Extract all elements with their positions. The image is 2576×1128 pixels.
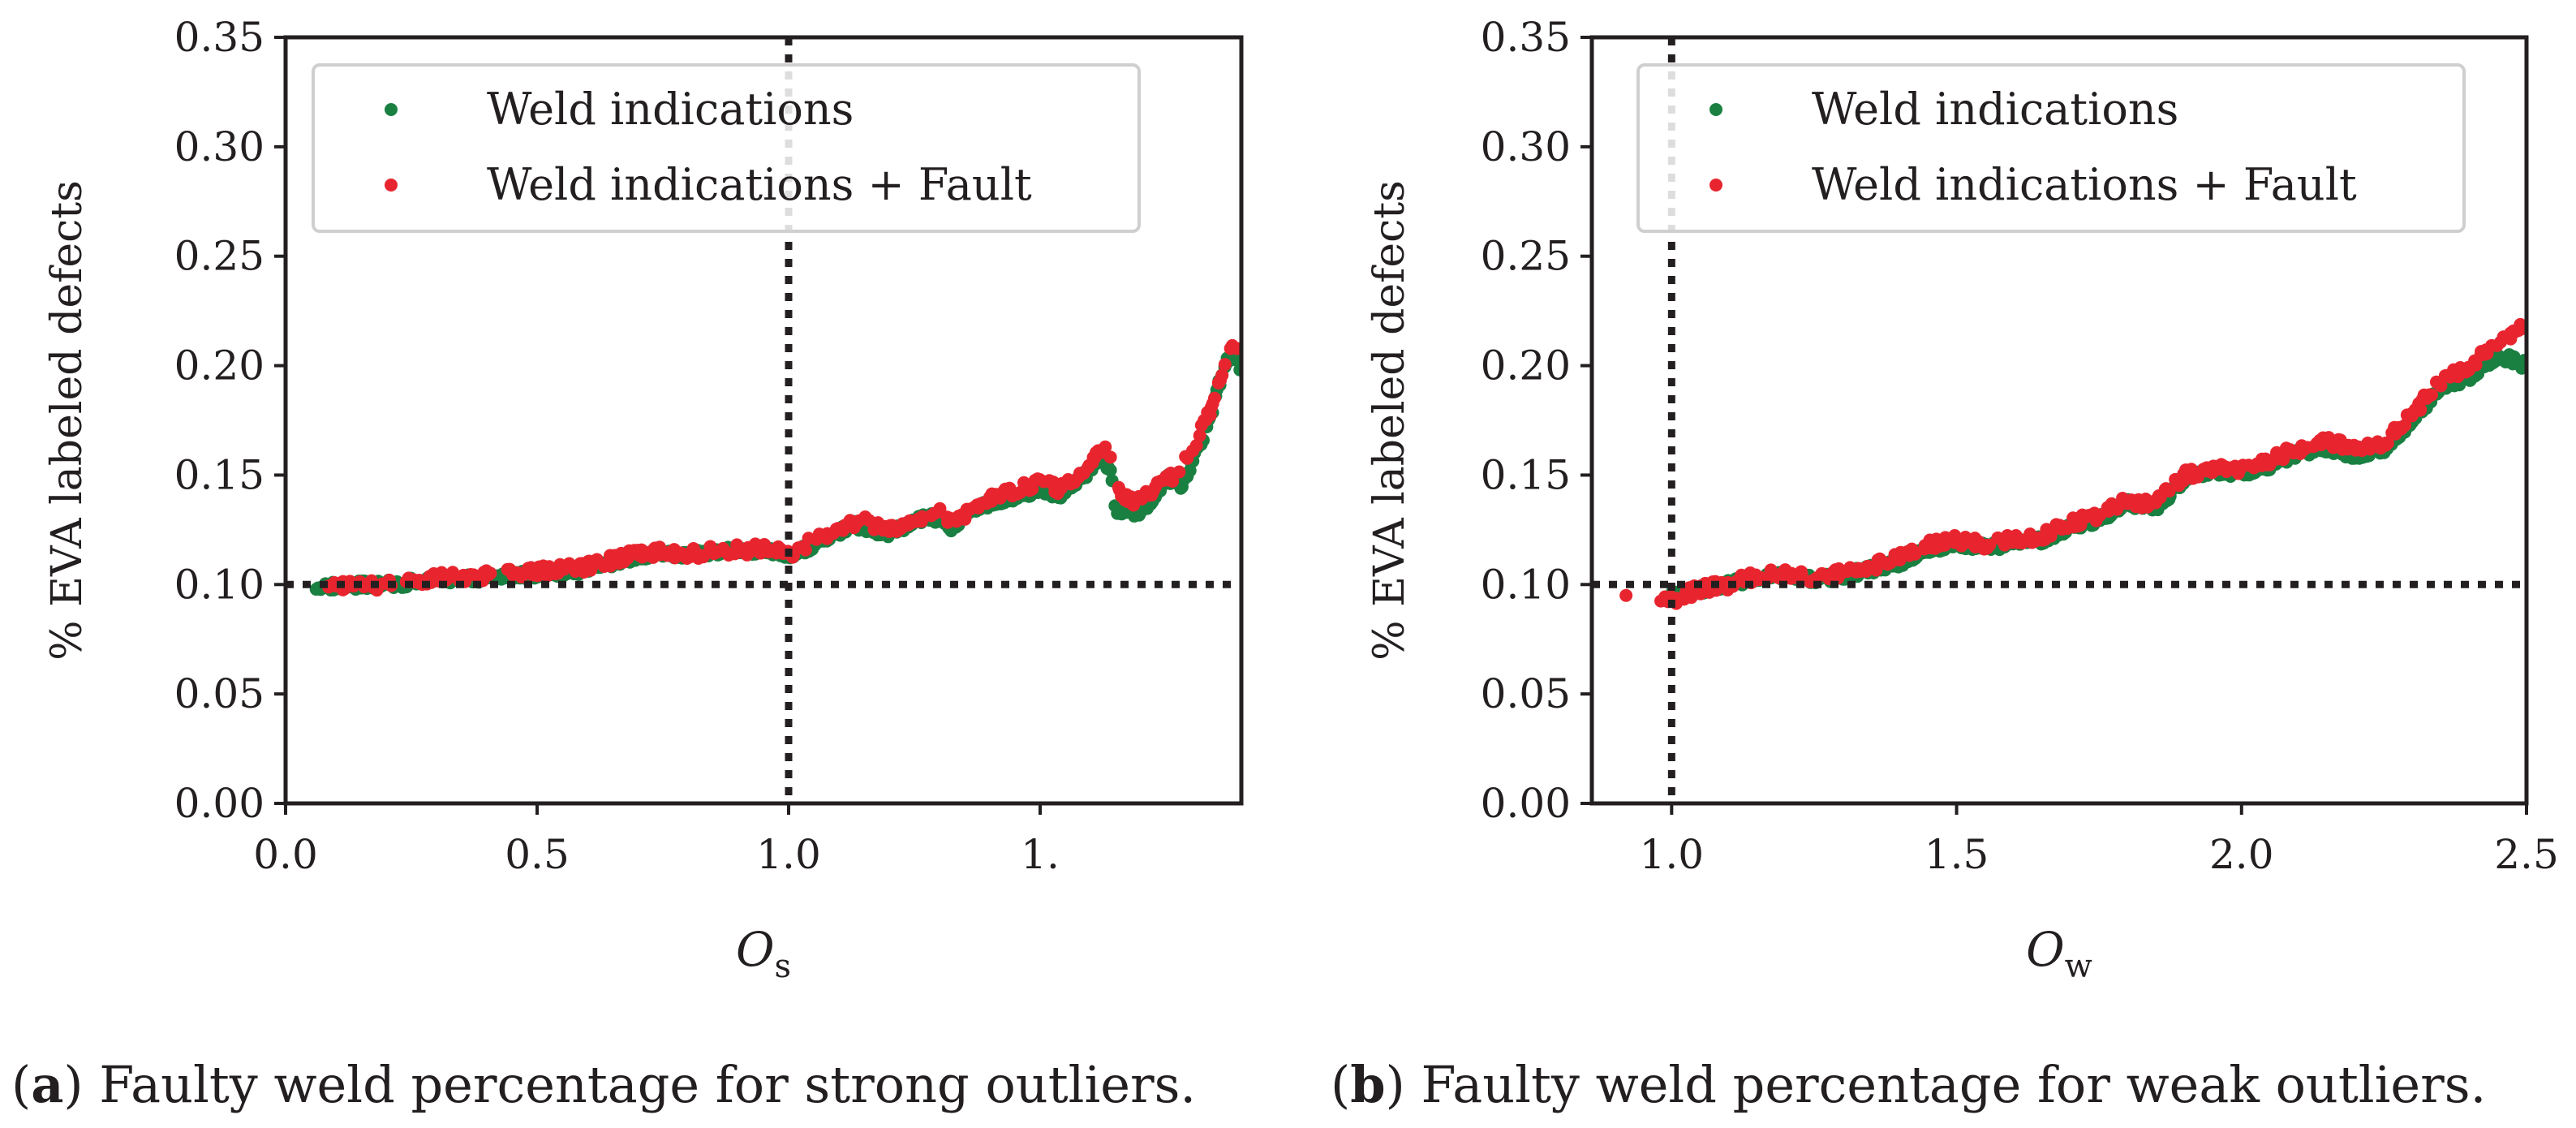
point-weld-indications	[1258, 420, 1271, 433]
x-tick-label: 2.5	[2494, 831, 2559, 878]
point-weld-indications	[1248, 367, 1261, 380]
point-weld-indications-fault	[2434, 379, 2448, 393]
point-weld-indications	[1251, 377, 1264, 390]
x-tick-label: 2.0	[2209, 831, 2274, 878]
legend-box	[312, 63, 1141, 233]
legend-marker-green	[385, 103, 398, 116]
y-tick-label: 0.10	[174, 561, 264, 608]
point-weld-indications-fault	[2380, 437, 2394, 450]
y-tick-label: 0.00	[1481, 780, 1571, 827]
series-weld-indications-fault	[321, 338, 1256, 597]
point-weld-indications-fault	[467, 568, 480, 582]
chart-panel-b: 0.00 0.05 0.10 0.15 0.20 0.25 0.30 0.35 1.0 1.5 2.…	[1331, 14, 2559, 1114]
point-weld-indications-fault	[1207, 391, 1221, 405]
point-weld-indications-fault	[1189, 439, 1203, 453]
y-tick-label: 0.35	[174, 14, 264, 61]
caption-label: b	[1350, 1055, 1385, 1114]
point-weld-indications	[1245, 361, 1258, 374]
point-weld-indications	[1103, 463, 1117, 477]
x-tick-label: 1.0	[756, 831, 821, 878]
point-weld-indications	[1256, 403, 1269, 416]
point-weld-indications	[1254, 394, 1267, 407]
y-tick-label: 0.05	[174, 670, 264, 717]
point-weld-indications	[1243, 355, 1256, 368]
legend-box	[1636, 63, 2466, 233]
point-weld-indications-fault	[1243, 359, 1256, 372]
y-tick-label: 0.25	[1481, 233, 1571, 280]
caption-open-paren: (	[1331, 1055, 1350, 1114]
figure-caption: (b) Faulty weld percentage for weak outl…	[1331, 1055, 2486, 1114]
point-weld-indications-fault	[2162, 484, 2176, 498]
point-weld-indications-fault	[2469, 358, 2483, 372]
caption-close-paren: )	[1386, 1055, 1421, 1114]
x-axis-label: Ow	[2026, 922, 2092, 985]
point-weld-indications-fault	[1172, 465, 1186, 479]
figure-caption: (a) Faulty weld percentage for strong ou…	[11, 1055, 1196, 1114]
x-axis-label-subscript: s	[775, 948, 792, 985]
point-weld-indications-fault	[1193, 428, 1206, 442]
x-axis-label-main: O	[736, 922, 775, 977]
x-tick-label: 0.0	[253, 831, 318, 878]
y-tick-label: 0.15	[1481, 451, 1571, 498]
point-weld-indications	[1243, 356, 1256, 369]
y-tick-label: 0.05	[1481, 670, 1571, 717]
y-tick-label: 0.20	[1481, 342, 1571, 390]
point-weld-indications-fault	[1218, 358, 1232, 372]
caption-open-paren: (	[11, 1055, 31, 1114]
x-axis-label-main: O	[2026, 922, 2065, 977]
series-weld-indications	[1666, 348, 2527, 607]
legend: Weld indications Weld indications + Fault	[312, 63, 1141, 233]
y-axis-label: % EVA labeled defects	[1365, 180, 1414, 661]
legend-label: Weld indications	[1812, 84, 2178, 135]
point-weld-indications-fault	[798, 543, 812, 557]
point-weld-indications	[1252, 381, 1265, 394]
y-tick-label: 0.10	[1481, 561, 1571, 608]
legend-marker-green	[1709, 103, 1722, 116]
data-layer	[309, 338, 1273, 597]
y-tick-label: 0.30	[174, 123, 264, 170]
point-weld-indications-fault	[2398, 419, 2412, 433]
point-weld-indications-fault	[484, 566, 497, 580]
legend-marker-red	[385, 179, 398, 192]
point-weld-indications-fault	[1237, 341, 1241, 354]
caption-text: Faulty weld percentage for strong outlie…	[99, 1055, 1196, 1114]
x-tick-label: 0.5	[505, 831, 570, 878]
y-tick-label: 0.25	[174, 233, 264, 280]
x-axis-label: Os	[736, 922, 791, 985]
point-weld-indications-fault	[1619, 588, 1633, 602]
point-weld-indications	[1249, 369, 1262, 382]
caption-text: Faulty weld percentage for weak outliers…	[1421, 1055, 2486, 1114]
point-weld-indications-fault	[933, 502, 947, 515]
x-tick-label: 1.5	[1924, 831, 1989, 878]
x-tick-label: 1.0	[1640, 831, 1705, 878]
y-tick-label: 0.00	[174, 780, 264, 827]
point-weld-indications-fault	[2413, 403, 2427, 417]
x-tick-label: 1.	[1021, 831, 1060, 878]
y-tick-label: 0.20	[174, 342, 264, 390]
x-axis-label-subscript: w	[2065, 948, 2092, 985]
y-tick-label: 0.30	[1481, 123, 1571, 170]
legend-marker-red	[1709, 179, 1722, 192]
y-tick-label: 0.15	[174, 451, 264, 498]
axes-frame	[283, 35, 1244, 806]
data-layer	[1619, 317, 2527, 610]
legend-label: Weld indications	[487, 84, 854, 135]
caption-label: a	[31, 1055, 63, 1114]
chart-panel-a: 0.00 0.05 0.10 0.15 0.20 0.25 0.30 0.35 0.0 0.5 1.…	[11, 14, 1273, 1114]
y-axis-label: % EVA labeled defects	[43, 180, 92, 661]
y-tick-label: 0.35	[1481, 14, 1571, 61]
point-weld-indications-fault	[2425, 388, 2439, 402]
point-weld-indications-fault	[1215, 368, 1229, 382]
caption-close-paren: )	[63, 1055, 99, 1114]
series-weld-indications-fault	[1619, 317, 2527, 610]
legend: Weld indications Weld indications + Fault	[1636, 63, 2466, 233]
point-weld-indications	[1260, 422, 1273, 435]
axes-frame	[1589, 35, 2529, 806]
point-weld-indications-fault	[1103, 450, 1117, 464]
legend-label: Weld indications + Fault	[1812, 159, 2357, 210]
point-weld-indications-fault	[1099, 440, 1112, 454]
legend-label: Weld indications + Fault	[487, 159, 1032, 210]
